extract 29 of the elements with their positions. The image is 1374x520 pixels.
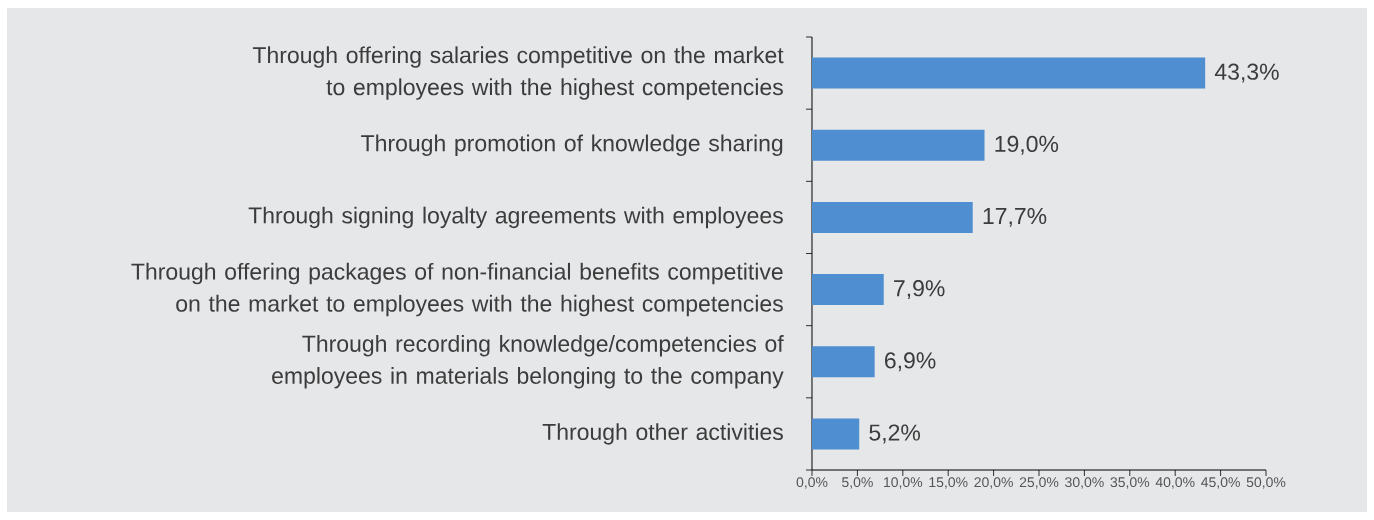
- x-tick-label: 0,0%: [796, 477, 828, 489]
- x-tick-label: 40,0%: [1155, 477, 1195, 489]
- bar: [812, 201, 973, 233]
- bar: [812, 129, 985, 161]
- y-tick-label: Through recording knowledge/competencies of employees in materials belonging to the company: [272, 335, 784, 389]
- bar: [812, 274, 884, 306]
- y-tick-label: Through signing loyalty agreements with employees: [248, 206, 783, 229]
- x-tick-label: 10,0%: [884, 477, 923, 489]
- data-label: 7,9%: [894, 280, 945, 300]
- x-tick-label: 35,0%: [1110, 477, 1150, 489]
- x-tick-label: 15,0%: [929, 477, 968, 489]
- y-tick-label: Through promotion of knowledge sharing: [361, 134, 783, 156]
- bar: [812, 57, 1206, 89]
- x-tick-label: 30,0%: [1065, 477, 1104, 489]
- data-label: 6,9%: [885, 352, 936, 372]
- y-tick-label: Through offering salaries competitive on the market to employees with the highest competencies: [252, 46, 784, 100]
- data-label: 43,3%: [1214, 63, 1279, 83]
- y-tick-label: Through other activities: [542, 423, 783, 445]
- x-tick-label: 25,0%: [1019, 477, 1059, 489]
- x-tick-label: 5,0%: [842, 477, 873, 489]
- data-label: 5,2%: [869, 424, 921, 444]
- data-label: 17,7%: [983, 207, 1047, 227]
- x-tick-label: 45,0%: [1201, 477, 1240, 489]
- data-label: 19,0%: [995, 135, 1059, 155]
- x-tick-label: 50,0%: [1246, 477, 1286, 489]
- bar: [812, 418, 860, 450]
- y-tick-label: Through offering packages of non-financial benefits competitive on the market to employees with the highest competencies: [131, 262, 783, 317]
- x-tick-label: 20,0%: [974, 477, 1013, 489]
- bar: [812, 346, 875, 378]
